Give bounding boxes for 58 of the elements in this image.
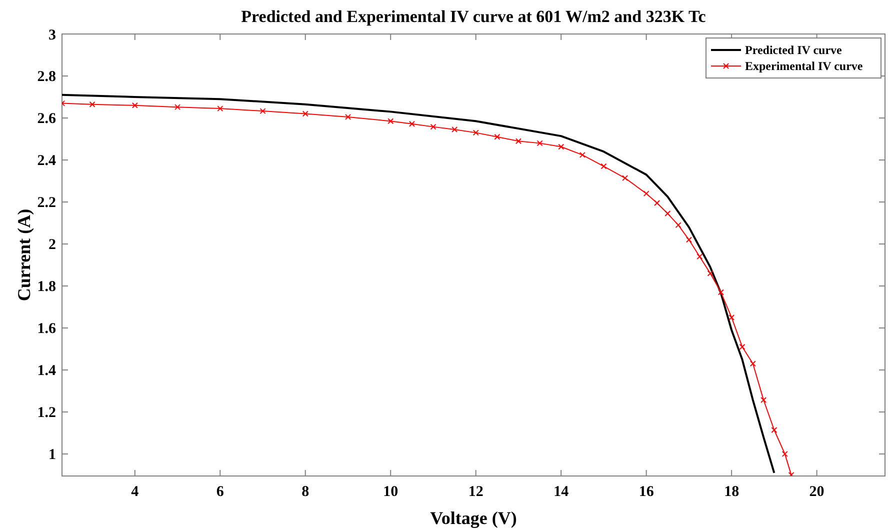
y-tick-label: 2.6 [37, 111, 56, 128]
point [622, 175, 628, 182]
y-tick-label: 2.2 [37, 195, 56, 212]
x-tick-label: 6 [216, 484, 224, 500]
y-tick-label: 1.6 [37, 321, 56, 338]
y-tick-label: 2 [48, 237, 56, 254]
point [472, 130, 479, 136]
x-tick-label: 10 [383, 484, 398, 500]
x-axis-title: Voltage (V) [430, 508, 517, 528]
point [675, 222, 682, 228]
y-tick-label: 1.2 [37, 405, 56, 422]
point [132, 102, 138, 108]
x-tick-label: 12 [468, 484, 484, 500]
point [600, 163, 607, 170]
x-tick-label: 8 [302, 484, 310, 500]
x-tick-label: 20 [809, 484, 824, 500]
point [686, 236, 692, 243]
point [89, 101, 96, 108]
point [707, 270, 714, 276]
point [782, 450, 788, 457]
y-tick-label: 1.8 [37, 279, 56, 296]
point [696, 254, 703, 260]
point [344, 114, 351, 120]
legend-label: Experimental IV curve [745, 59, 864, 74]
y-tick-label: 2.4 [37, 153, 56, 170]
point [643, 190, 650, 197]
point [760, 396, 767, 403]
y-tick-label: 3 [48, 27, 56, 44]
point [515, 138, 522, 144]
point [430, 124, 436, 130]
point [217, 106, 224, 112]
point [302, 110, 308, 117]
y-tick-label: 2.8 [37, 69, 56, 86]
point [388, 118, 394, 124]
y-axis-title: Current (A) [14, 208, 34, 302]
x-tick-label: 16 [638, 484, 654, 500]
point [728, 314, 735, 320]
y-tick-label: 1.4 [37, 363, 56, 380]
y-tick-label: 1 [48, 447, 56, 464]
point [558, 144, 564, 150]
point [718, 289, 724, 296]
point [260, 108, 266, 114]
point [750, 360, 756, 367]
point [771, 427, 778, 434]
point [536, 140, 543, 146]
point [174, 104, 180, 110]
x-tick-label: 14 [554, 484, 570, 500]
point [664, 210, 671, 217]
chart-title: Predicted and Experimental IV curve at 601 W/m2 and 323K Tc [241, 7, 706, 26]
point [579, 152, 586, 158]
point [452, 126, 458, 133]
legend-label: Predicted IV curve [745, 43, 843, 58]
point [654, 200, 660, 206]
point [739, 344, 746, 350]
point [408, 120, 415, 127]
x-tick-label: 4 [131, 484, 140, 500]
point [494, 134, 500, 140]
x-tick-label: 18 [724, 484, 740, 500]
